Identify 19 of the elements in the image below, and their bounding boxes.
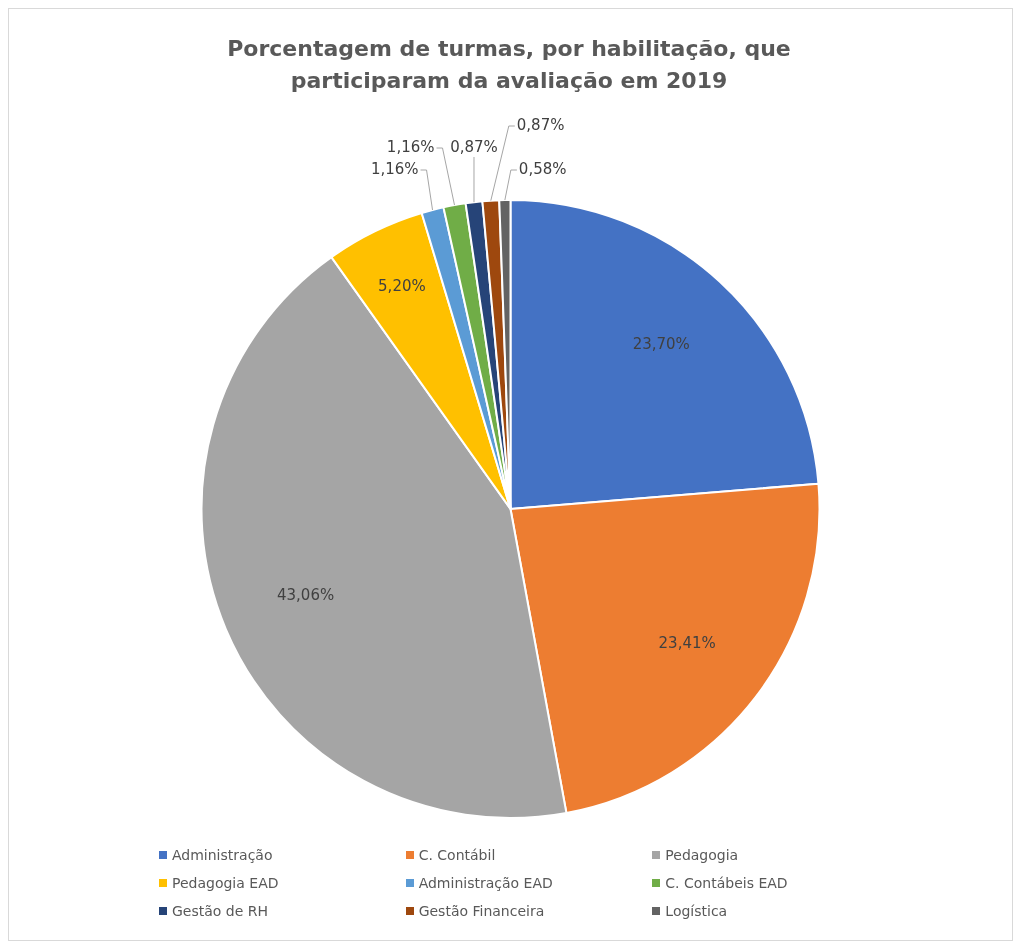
data-label: 23,70% — [632, 335, 690, 354]
data-label: 1,16% — [386, 137, 435, 156]
chart-title: Porcentagem de turmas, por habilitação, que participaram da avaliação em 2019 — [226, 35, 792, 95]
legend-label: Gestão de RH — [172, 903, 269, 919]
data-label: 1,16% — [370, 159, 419, 178]
legend-label: C. Contábeis EAD — [665, 875, 788, 891]
legend-label: Administração — [172, 847, 273, 863]
data-label: 23,41% — [658, 634, 716, 653]
data-label: 0,87% — [516, 115, 565, 134]
legend-label: C. Contábil — [418, 847, 496, 863]
data-label: 0,58% — [518, 159, 567, 178]
legend-label: Administração EAD — [418, 875, 553, 891]
legend-label: Gestão Financeira — [418, 903, 545, 919]
legend-label: Pedagogia — [665, 847, 739, 863]
legend-label: Pedagogia EAD — [172, 875, 279, 891]
data-label: 0,87% — [450, 137, 498, 156]
data-label: 5,20% — [378, 276, 426, 295]
legend-label: Logística — [665, 903, 728, 919]
data-label: 43,06% — [276, 585, 335, 604]
